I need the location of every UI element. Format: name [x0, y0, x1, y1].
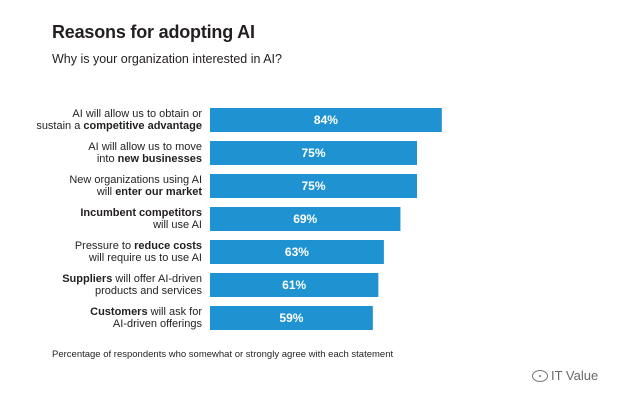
- bar-7: [210, 306, 373, 330]
- bar-4: [210, 207, 401, 231]
- category-label-4: Incumbent competitors will use AI: [80, 207, 202, 231]
- value-label-1: 84%: [314, 113, 338, 127]
- category-label-3: New organizations using AI will enter our…: [69, 174, 202, 198]
- bar-chart: 84% AI will allow us to obtain or sustain …: [36, 108, 442, 330]
- chat-bubble-icon: [532, 369, 548, 382]
- category-label-5: Pressure to reduce costs will require us …: [75, 240, 202, 264]
- bar-3: [210, 174, 417, 198]
- category-label-2: AI will allow us to move into new busines…: [88, 141, 202, 165]
- chart-subtitle: Why is your organization interested in A…: [52, 52, 282, 66]
- watermark-text: IT Value: [551, 368, 599, 383]
- value-label-3: 75%: [301, 179, 325, 193]
- chart-title: Reasons for adopting AI: [52, 22, 255, 42]
- category-label-7: Customers will ask for AI-driven offering…: [90, 306, 202, 330]
- value-label-4: 69%: [293, 212, 317, 226]
- value-label-6: 61%: [282, 278, 306, 292]
- bar-2: [210, 141, 417, 165]
- category-label-1: AI will allow us to obtain or sustain a c…: [36, 108, 202, 132]
- bar-6: [210, 273, 379, 297]
- bar-1: [210, 108, 442, 132]
- footnote: Percentage of respondents who somewhat o…: [52, 349, 394, 360]
- bar-5: [210, 240, 384, 264]
- value-label-2: 75%: [301, 146, 325, 160]
- watermark: IT Value: [532, 368, 598, 383]
- value-label-7: 59%: [279, 311, 303, 325]
- category-label-6: Suppliers will offer AI-driven products a…: [62, 273, 202, 297]
- value-label-5: 63%: [285, 245, 309, 259]
